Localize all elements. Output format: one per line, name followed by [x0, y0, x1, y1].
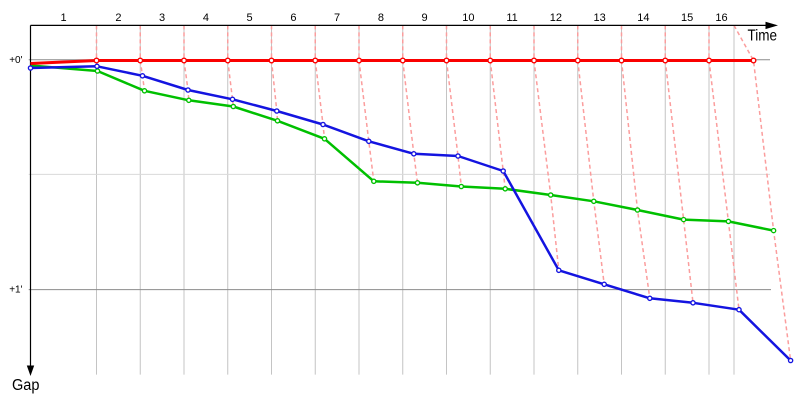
svg-text:7: 7	[334, 12, 340, 24]
svg-text:6: 6	[290, 12, 296, 24]
svg-text:2: 2	[115, 12, 121, 24]
svg-text:+1': +1'	[9, 285, 22, 296]
svg-text:Gap: Gap	[12, 377, 40, 394]
svg-text:10: 10	[462, 12, 474, 24]
svg-text:15: 15	[681, 12, 693, 24]
svg-text:14: 14	[637, 12, 649, 24]
svg-text:13: 13	[593, 12, 605, 24]
svg-text:5: 5	[247, 12, 253, 24]
svg-text:4: 4	[203, 12, 209, 24]
svg-text:+0': +0'	[9, 55, 22, 66]
svg-text:12: 12	[550, 12, 562, 24]
svg-text:8: 8	[378, 12, 384, 24]
svg-text:9: 9	[422, 12, 428, 24]
svg-text:16: 16	[715, 12, 727, 24]
svg-text:3: 3	[159, 12, 165, 24]
svg-text:11: 11	[506, 12, 517, 24]
svg-text:1: 1	[60, 12, 66, 24]
svg-text:Time: Time	[748, 28, 778, 45]
